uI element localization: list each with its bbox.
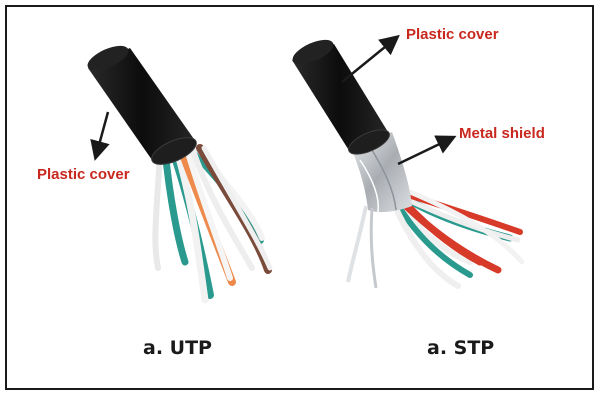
utp-wires [152, 142, 273, 304]
utp-cover-arrow [90, 111, 110, 161]
stp-plastic-cover-label: Plastic cover [406, 26, 499, 43]
stp-cover-arrow [341, 34, 400, 83]
utp-plastic-cover-label: Plastic cover [37, 166, 130, 183]
utp-caption: a. UTP [143, 337, 212, 359]
stp-plastic-cover [292, 39, 390, 155]
stp-metal-shield-label: Metal shield [459, 125, 545, 142]
utp-cable [87, 45, 273, 304]
utp-plastic-cover [87, 45, 197, 165]
stp-caption: a. STP [427, 337, 495, 359]
stp-shield-arrow [397, 135, 457, 166]
stp-cable [292, 34, 525, 289]
